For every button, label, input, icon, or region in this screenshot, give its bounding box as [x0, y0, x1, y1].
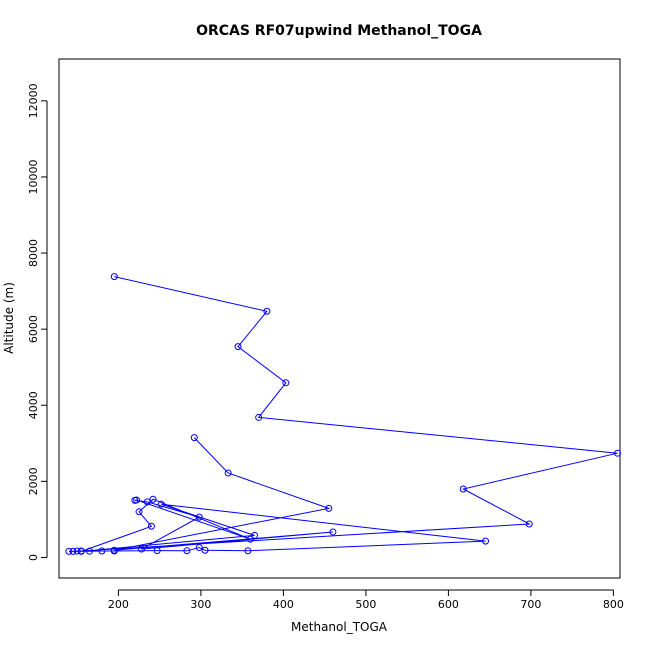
data-point [251, 531, 259, 539]
y-tick-label: 8000 [27, 239, 40, 267]
data-point [195, 513, 203, 521]
data-point [98, 547, 106, 555]
data-point [73, 547, 81, 555]
data-point [482, 537, 490, 545]
data-point [244, 547, 252, 555]
x-tick-label: 600 [438, 598, 459, 611]
data-point [234, 343, 242, 351]
y-axis-label: Altitude (m) [2, 282, 16, 354]
y-tick-label: 10000 [27, 159, 40, 194]
data-point [110, 546, 118, 554]
data-point [138, 545, 145, 553]
data-point [246, 535, 254, 543]
data-point [195, 544, 203, 552]
x-tick-label: 300 [190, 598, 211, 611]
data-point [77, 547, 85, 555]
x-tick-label: 500 [355, 598, 376, 611]
data-point [190, 434, 198, 442]
series-methanol-toga [65, 273, 622, 555]
y-tick-label: 0 [27, 554, 40, 561]
y-axis: 0 2000 4000 6000 8000 10000 12000 [27, 83, 48, 561]
data-point [153, 547, 161, 555]
data-point [263, 307, 271, 315]
data-point [282, 379, 290, 387]
data-point [143, 498, 151, 506]
data-point [614, 449, 622, 457]
x-axis: 200 300 400 500 600 700 800 [108, 589, 624, 611]
data-point [325, 504, 333, 512]
data-point [255, 413, 263, 421]
data-point [459, 485, 467, 493]
x-axis-label: Methanol_TOGA [291, 620, 388, 634]
y-tick-label: 12000 [27, 83, 40, 118]
data-point [201, 546, 209, 554]
data-point [224, 469, 232, 477]
data-point [86, 547, 94, 555]
data-point [149, 495, 157, 503]
x-tick-label: 700 [520, 598, 541, 611]
y-tick-label: 4000 [27, 391, 40, 419]
data-point [329, 528, 337, 536]
data-point [183, 547, 191, 555]
plot-area-frame [58, 58, 621, 579]
data-point [135, 508, 143, 516]
data-point [131, 496, 139, 504]
data-point [147, 522, 155, 530]
data-point [65, 547, 73, 555]
data-point [110, 273, 118, 281]
x-tick-label: 800 [603, 598, 624, 611]
data-point [69, 547, 77, 555]
data-point [525, 520, 533, 528]
series-line [68, 276, 618, 552]
y-tick-label: 6000 [27, 315, 40, 343]
data-point [157, 500, 165, 508]
chart-title: ORCAS RF07upwind Methanol_TOGA [196, 23, 482, 39]
y-tick-label: 2000 [27, 467, 40, 495]
x-tick-label: 200 [108, 598, 129, 611]
x-tick-label: 400 [273, 598, 294, 611]
